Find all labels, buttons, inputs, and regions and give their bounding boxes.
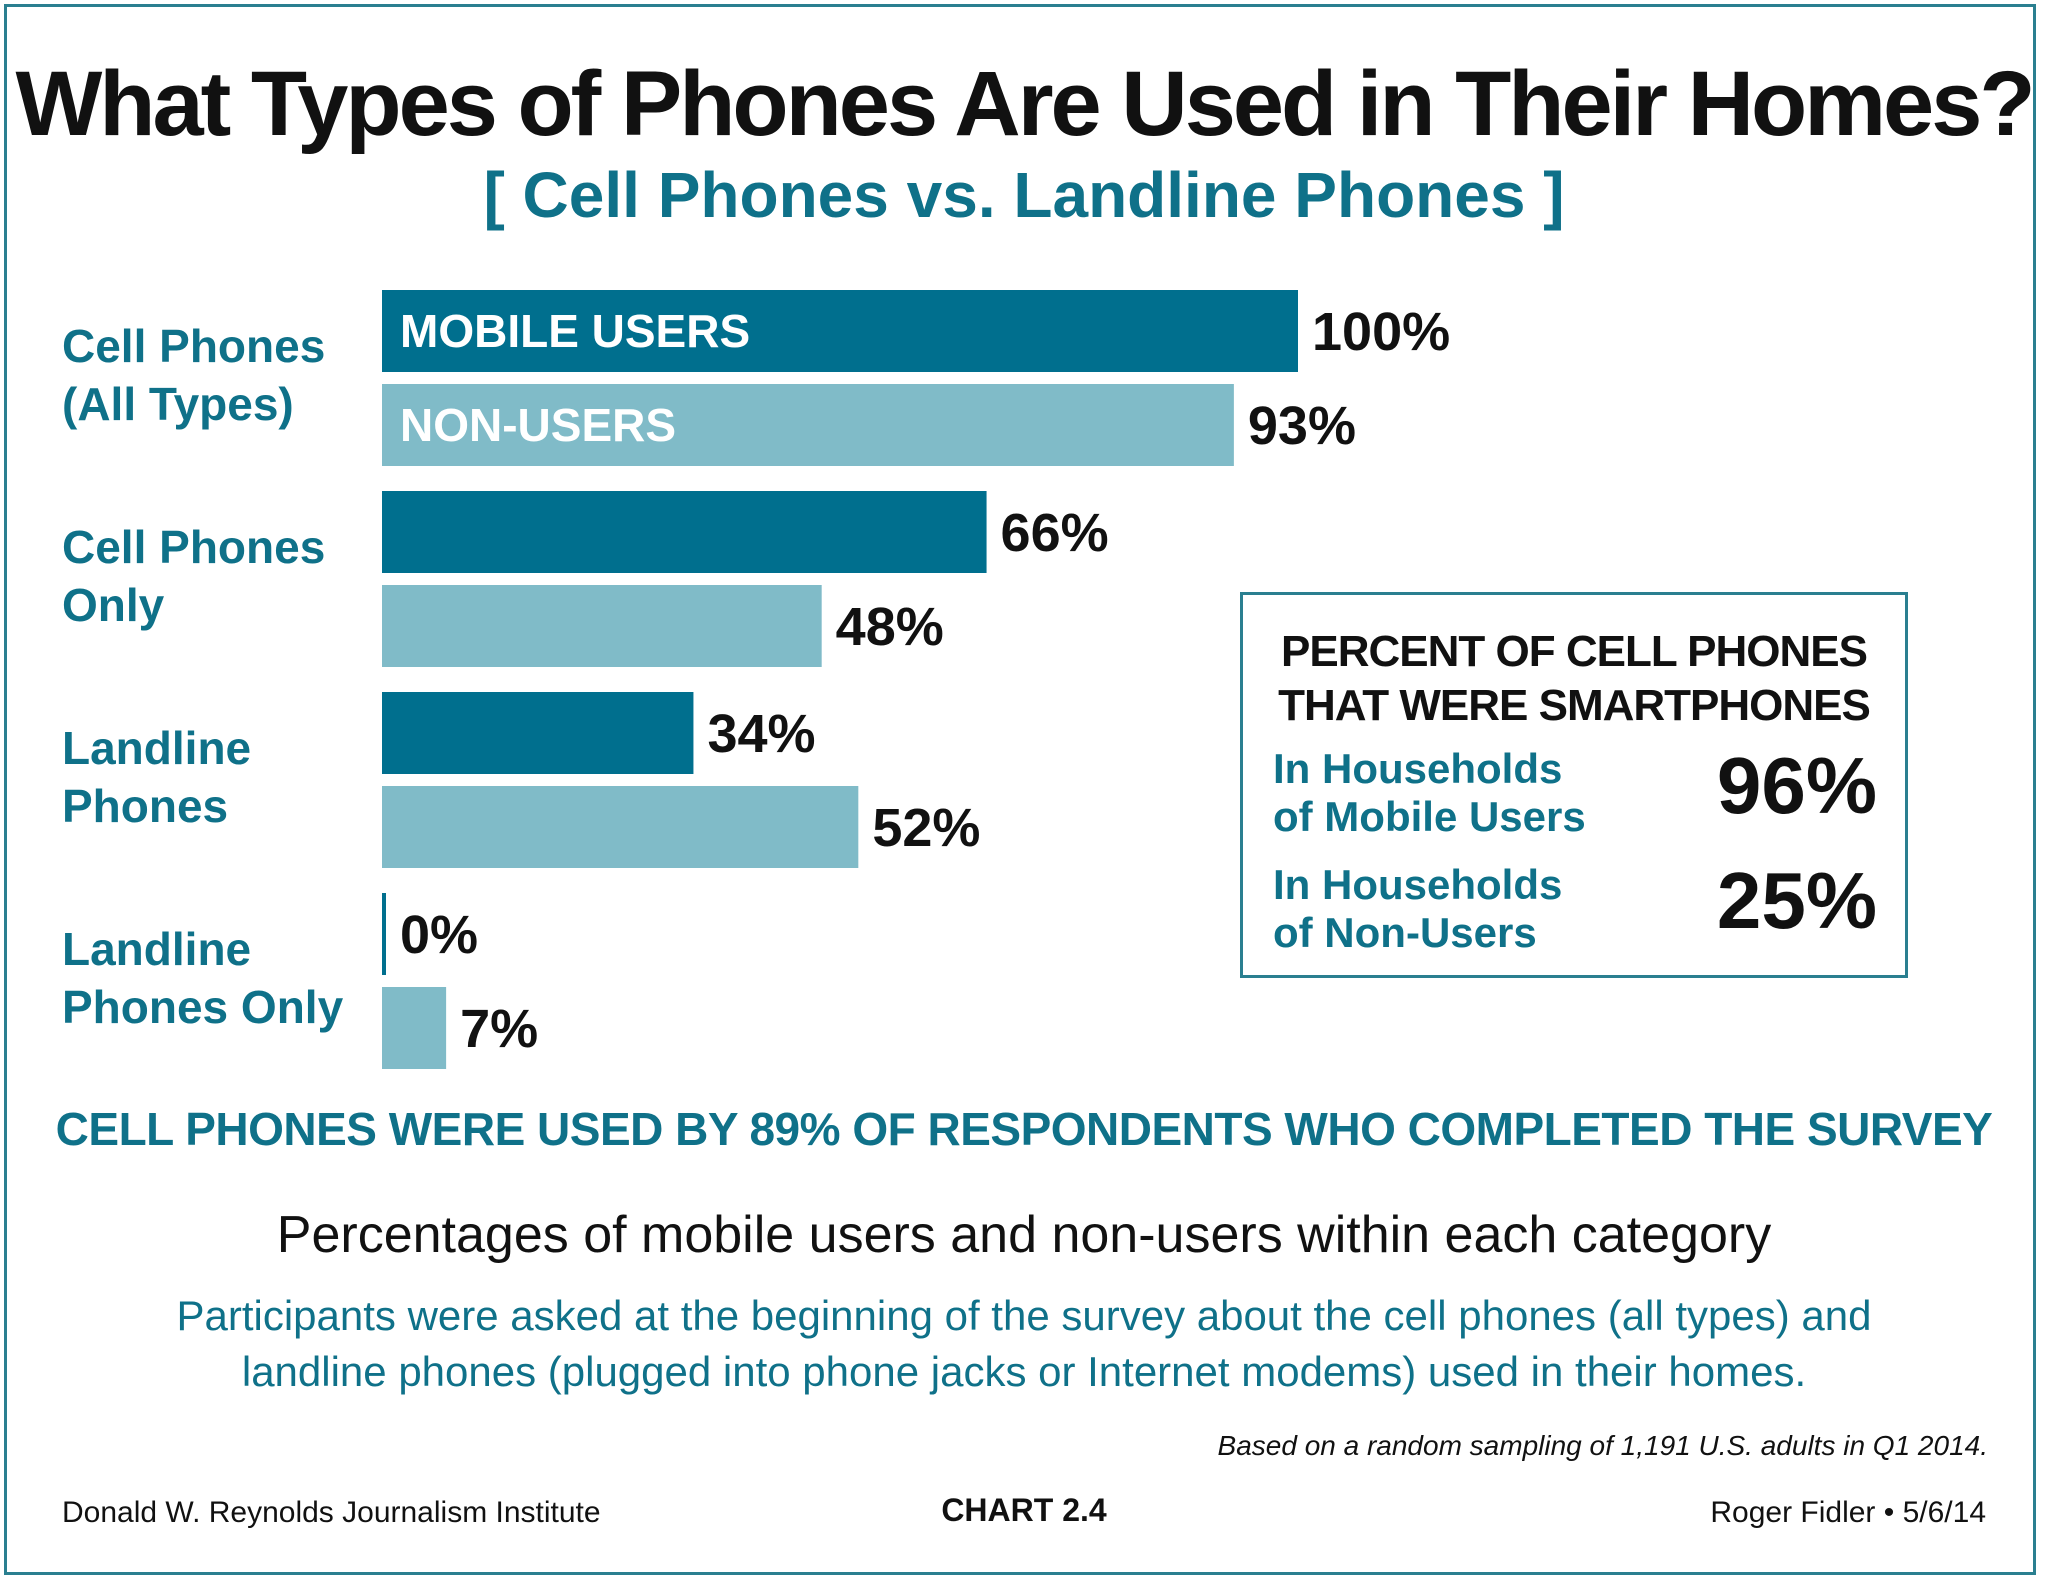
inset-row-label-line: In Households — [1273, 861, 1563, 908]
category-label: Landline Phones Only — [62, 923, 344, 1033]
category-label: Cell Phones Only — [62, 521, 325, 631]
category-label: Cell Phones (All Types) — [62, 320, 325, 430]
inset-row-label-line: of Mobile Users — [1273, 793, 1586, 840]
inset-row-value-mobile: 96% — [1716, 741, 1877, 830]
inset-row-label-line: of Non-Users — [1273, 909, 1537, 956]
bar-non-users — [382, 585, 822, 667]
category-label-line: Only — [62, 579, 165, 631]
footer-institute: Donald W. Reynolds Journalism Institute — [62, 1496, 601, 1529]
series-label: NON-USERS — [400, 399, 676, 451]
value-label: 93% — [1248, 396, 1356, 456]
value-label: 66% — [1001, 503, 1109, 563]
footer-author-date: Roger Fidler • 5/6/14 — [1710, 1496, 1986, 1529]
footer-chart-num: 2.4 — [1062, 1492, 1107, 1528]
inset-row-label-mobile: In Households of Mobile Users — [1273, 745, 1613, 841]
category-label-line: Cell Phones — [62, 521, 325, 573]
description-sub-line: landline phones (plugged into phone jack… — [241, 1348, 1807, 1395]
category-label-line: Phones — [62, 780, 228, 832]
bar-mobile-users — [382, 692, 694, 774]
description-sub: Participants were asked at the beginning… — [90, 1288, 1958, 1400]
inset-title-line: PERCENT OF CELL PHONES — [1281, 627, 1868, 676]
bar-chart: Cell Phones (All Types) MOBILE USERS 100% NO… — [62, 290, 1450, 1069]
value-label: 0% — [400, 905, 478, 965]
category-label-line: Cell Phones — [62, 320, 325, 372]
inset-row-label-nonusers: In Households of Non-Users — [1273, 861, 1613, 957]
bar-non-users — [382, 384, 1234, 466]
inset-title: PERCENT OF CELL PHONES THAT WERE SMARTPH… — [1243, 625, 1905, 733]
inset-row-value-nonusers: 25% — [1716, 856, 1877, 945]
inset-title-line: THAT WERE SMARTPHONES — [1278, 681, 1871, 730]
category-label-line: (All Types) — [62, 378, 294, 430]
chart-title: What Types of Phones Are Used in Their H… — [15, 53, 2035, 155]
inset-row-label-line: In Households — [1273, 745, 1563, 792]
category-label-line: Landline — [62, 722, 251, 774]
description-sub-line: Participants were asked at the beginning… — [176, 1292, 1872, 1339]
category-label: Landline Phones — [62, 722, 251, 832]
footer-chart-number: CHART 2.4 — [0, 1492, 2048, 1529]
value-label: 52% — [872, 798, 980, 858]
bar-non-users — [382, 987, 447, 1069]
chart-frame — [4, 4, 2036, 1575]
bar-mobile-users — [382, 290, 1298, 372]
description-main: Percentages of mobile users and non-user… — [276, 1206, 1772, 1264]
value-label: 34% — [707, 704, 815, 764]
series-label: MOBILE USERS — [400, 305, 750, 357]
footer-chart-prefix: CHART — [941, 1492, 1063, 1528]
category-label-line: Phones Only — [62, 981, 344, 1033]
smartphone-inset-box: PERCENT OF CELL PHONES THAT WERE SMARTPH… — [1240, 592, 1908, 978]
bar-mobile-users — [382, 893, 386, 975]
summary-banner: CELL PHONES WERE USED BY 89% OF RESPONDE… — [55, 1103, 1993, 1155]
bar-mobile-users — [382, 491, 987, 573]
source-note: Based on a random sampling of 1,191 U.S.… — [1217, 1430, 1988, 1461]
bar-non-users — [382, 786, 859, 868]
chart-subtitle: [ Cell Phones vs. Landline Phones ] — [483, 159, 1565, 231]
value-label: 7% — [460, 999, 538, 1059]
category-label-line: Landline — [62, 923, 251, 975]
value-label: 100% — [1312, 302, 1450, 362]
value-label: 48% — [836, 597, 944, 657]
